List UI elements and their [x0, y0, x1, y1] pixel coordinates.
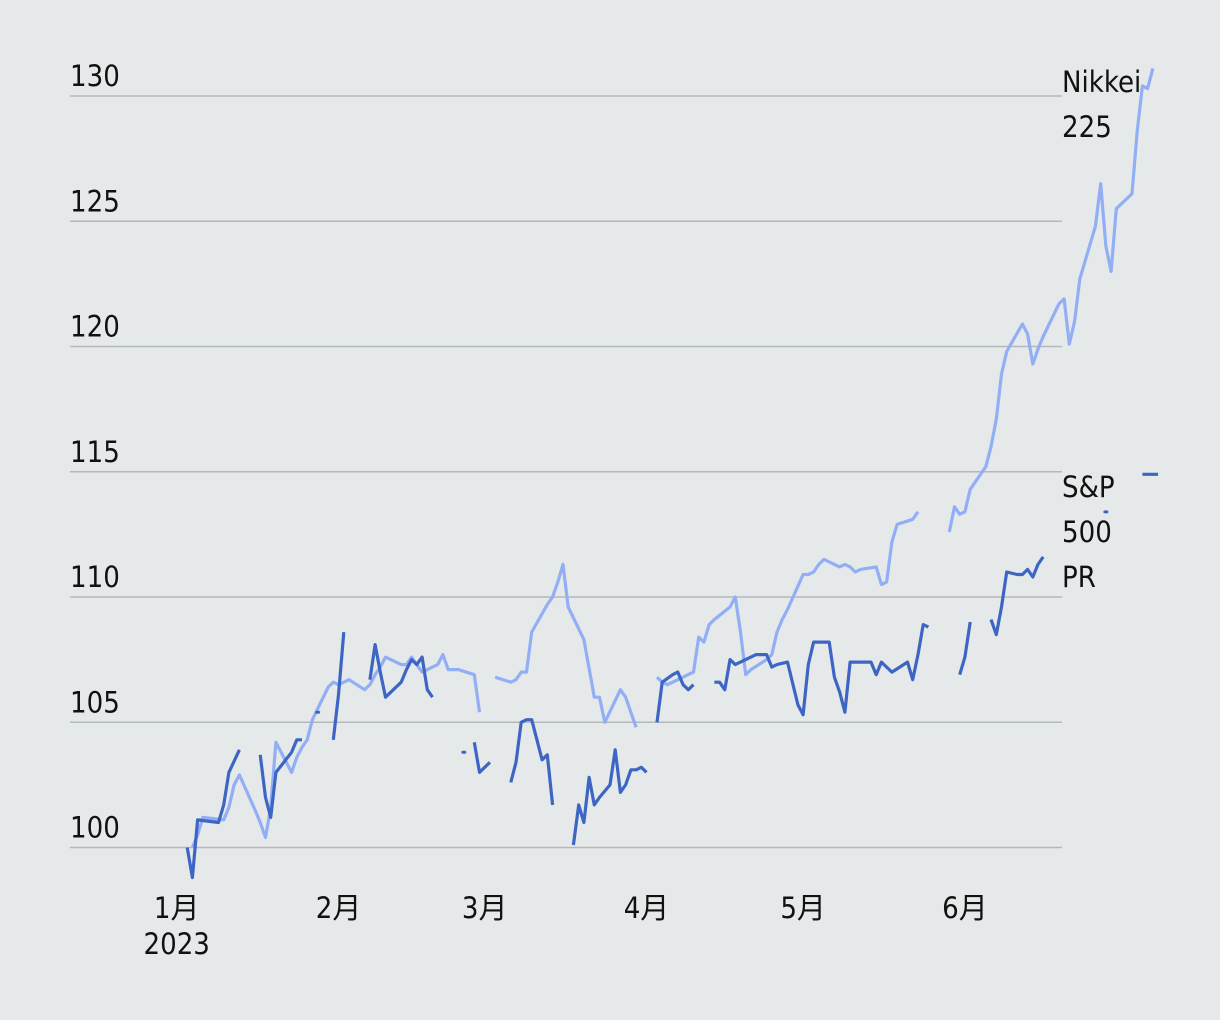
y-tick-label: 120: [70, 310, 120, 344]
series-nikkei-225: [190, 67, 1155, 849]
y-tick-label: 130: [70, 59, 120, 93]
y-tick-label: 110: [70, 560, 120, 594]
x-tick-label: 5月: [780, 891, 826, 925]
y-tick-label: 105: [70, 685, 120, 719]
series-label: PR: [1062, 560, 1096, 594]
x-tick-label: 3月: [462, 891, 508, 925]
series-sp-500-pr: [185, 472, 1159, 880]
series-label: S&P: [1062, 470, 1115, 504]
series-line-segment: [947, 67, 1155, 533]
series-line-segment: [958, 621, 972, 676]
x-tick-label: 1月: [154, 891, 200, 925]
y-tick-label: 100: [70, 811, 120, 845]
x-tick-sublabel: 2023: [144, 927, 210, 961]
series-line-segment: [472, 742, 492, 775]
series-line-segment: [655, 510, 920, 687]
gridlines: [70, 95, 1062, 849]
y-tick-label: 125: [70, 184, 120, 218]
series-line-segment: [571, 748, 648, 846]
series-line-segment: [331, 631, 346, 740]
series-label: Nikkei: [1062, 65, 1141, 99]
y-tick-label: 115: [70, 435, 120, 469]
series-line-segment: [368, 642, 434, 699]
series-line-segment: [494, 562, 638, 728]
series-line-segment: [655, 670, 695, 723]
x-tick-label: 6月: [942, 891, 988, 925]
y-axis-tick-labels: 100 105 110 115 120 125 130: [70, 59, 120, 845]
series-line-segment: [509, 718, 555, 806]
series-line-segment: [989, 555, 1045, 637]
series-label: 500: [1062, 515, 1112, 549]
x-tick-label: 4月: [624, 891, 670, 925]
series-lines: [185, 67, 1159, 880]
series-labels: Nikkei 225 S&P 500 PR: [1062, 65, 1141, 594]
x-tick-label: 2月: [316, 891, 362, 925]
series-line-segment: [190, 652, 482, 849]
series-line-segment: [714, 622, 930, 717]
series-label: 225: [1062, 110, 1112, 144]
series-line-segment: [258, 738, 302, 820]
series-line-segment: [185, 749, 241, 880]
